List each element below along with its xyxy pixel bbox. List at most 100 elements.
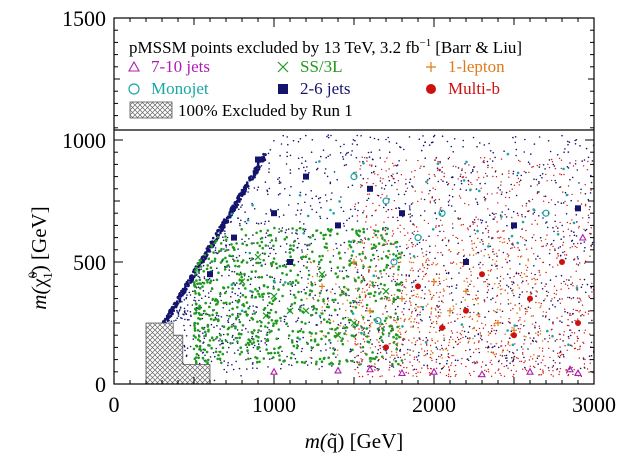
scatter-dot bbox=[341, 270, 344, 273]
scatter-dot bbox=[225, 371, 228, 373]
scatter-dot bbox=[325, 274, 327, 276]
scatter-dot bbox=[429, 319, 432, 321]
scatter-dot bbox=[399, 245, 401, 248]
scatter-dot bbox=[441, 357, 444, 359]
scatter-dot bbox=[203, 348, 207, 352]
scatter-dot bbox=[405, 159, 407, 161]
scatter-dot bbox=[310, 289, 314, 293]
scatter-dot bbox=[371, 365, 373, 368]
scatter-dot bbox=[409, 302, 412, 304]
scatter-dot bbox=[344, 324, 347, 326]
scatter-dot bbox=[525, 275, 527, 278]
scatter-dot bbox=[224, 339, 228, 343]
scatter-dot bbox=[493, 329, 495, 332]
scatter-dot bbox=[288, 363, 290, 366]
scatter-dot bbox=[411, 185, 413, 187]
scatter-dot bbox=[460, 224, 462, 226]
scatter-dot bbox=[176, 302, 178, 305]
scatter-dot bbox=[359, 161, 361, 163]
scatter-dot bbox=[226, 236, 229, 239]
scatter-dot bbox=[519, 360, 521, 363]
scatter-dot bbox=[580, 203, 583, 205]
scatter-dot bbox=[509, 322, 511, 324]
scatter-dot bbox=[302, 255, 305, 259]
scatter-dot bbox=[576, 309, 578, 312]
scatter-dot bbox=[363, 210, 365, 212]
scatter-dot bbox=[272, 322, 276, 325]
scatter-dot bbox=[289, 290, 292, 292]
scatter-dot bbox=[552, 375, 554, 377]
scatter-dot bbox=[421, 263, 424, 265]
scatter-dot bbox=[404, 287, 407, 289]
scatter-dot bbox=[247, 191, 249, 193]
scatter-dot bbox=[429, 331, 431, 334]
scatter-dot bbox=[413, 230, 415, 233]
scatter-dot bbox=[301, 347, 304, 350]
scatter-dot bbox=[448, 156, 451, 159]
scatter-dot bbox=[433, 159, 436, 161]
scatter-dot bbox=[313, 298, 315, 301]
scatter-dot bbox=[373, 365, 375, 367]
scatter-dot bbox=[234, 264, 237, 268]
scatter-dot bbox=[365, 327, 369, 330]
scatter-dot bbox=[482, 240, 484, 243]
scatter-dot bbox=[253, 344, 256, 347]
scatter-dot bbox=[262, 259, 266, 262]
scatter-dot bbox=[528, 210, 530, 212]
scatter-dot bbox=[283, 315, 286, 318]
scatter-dot bbox=[392, 173, 394, 175]
legend-label: SS/3L bbox=[300, 57, 343, 76]
scatter-dot bbox=[549, 249, 551, 251]
scatter-dot bbox=[581, 304, 584, 306]
scatter-dot bbox=[259, 350, 262, 353]
scatter-dot bbox=[519, 179, 522, 181]
scatter-dot bbox=[468, 316, 471, 319]
scatter-dot bbox=[299, 221, 301, 223]
scatter-dot bbox=[429, 356, 431, 359]
scatter-dot bbox=[575, 139, 578, 141]
legend-marker-monojet bbox=[128, 83, 140, 95]
scatter-dot bbox=[348, 217, 351, 220]
scatter-dot bbox=[548, 159, 551, 161]
scatter-dot bbox=[440, 312, 442, 314]
scatter-dot bbox=[337, 302, 339, 304]
scatter-dot bbox=[267, 245, 270, 247]
scatter-dot bbox=[305, 134, 307, 137]
scatter-dot bbox=[421, 367, 423, 369]
scatter-dot bbox=[578, 225, 580, 228]
scatter-dot bbox=[523, 320, 526, 322]
scatter-dot bbox=[567, 151, 570, 153]
scatter-dot bbox=[478, 348, 480, 350]
scatter-dot bbox=[546, 243, 549, 245]
legend-label: Monojet bbox=[151, 79, 209, 98]
scatter-dot bbox=[443, 334, 445, 337]
scatter-dot bbox=[413, 294, 415, 297]
scatter-dot bbox=[345, 269, 348, 272]
scatter-dot bbox=[301, 258, 303, 261]
scatter-dot bbox=[235, 272, 239, 276]
scatter-dot bbox=[497, 230, 499, 232]
scatter-dot bbox=[476, 362, 479, 364]
scatter-dot bbox=[357, 241, 360, 243]
scatter-dot bbox=[399, 350, 402, 352]
scatter-dot bbox=[452, 261, 455, 263]
scatter-dot bbox=[374, 270, 377, 272]
scatter-dot bbox=[413, 281, 415, 283]
scatter-dot bbox=[492, 297, 494, 300]
scatter-dot bbox=[339, 293, 342, 297]
scatter-dot bbox=[421, 278, 424, 280]
scatter-dot bbox=[553, 165, 556, 167]
scatter-dot bbox=[272, 324, 275, 328]
scatter-dot bbox=[292, 249, 295, 252]
scatter-dot bbox=[388, 325, 392, 328]
scatter-dot bbox=[171, 311, 174, 314]
scatter-dot bbox=[343, 225, 346, 227]
scatter-dot bbox=[499, 303, 502, 305]
scatter-dot bbox=[409, 216, 412, 218]
scatter-dot bbox=[334, 308, 337, 312]
scatter-dot bbox=[338, 308, 341, 310]
scatter-dot bbox=[257, 261, 261, 265]
scatter-dot bbox=[425, 354, 427, 356]
scatter-dot bbox=[431, 296, 433, 299]
scatter-dot bbox=[392, 327, 394, 329]
